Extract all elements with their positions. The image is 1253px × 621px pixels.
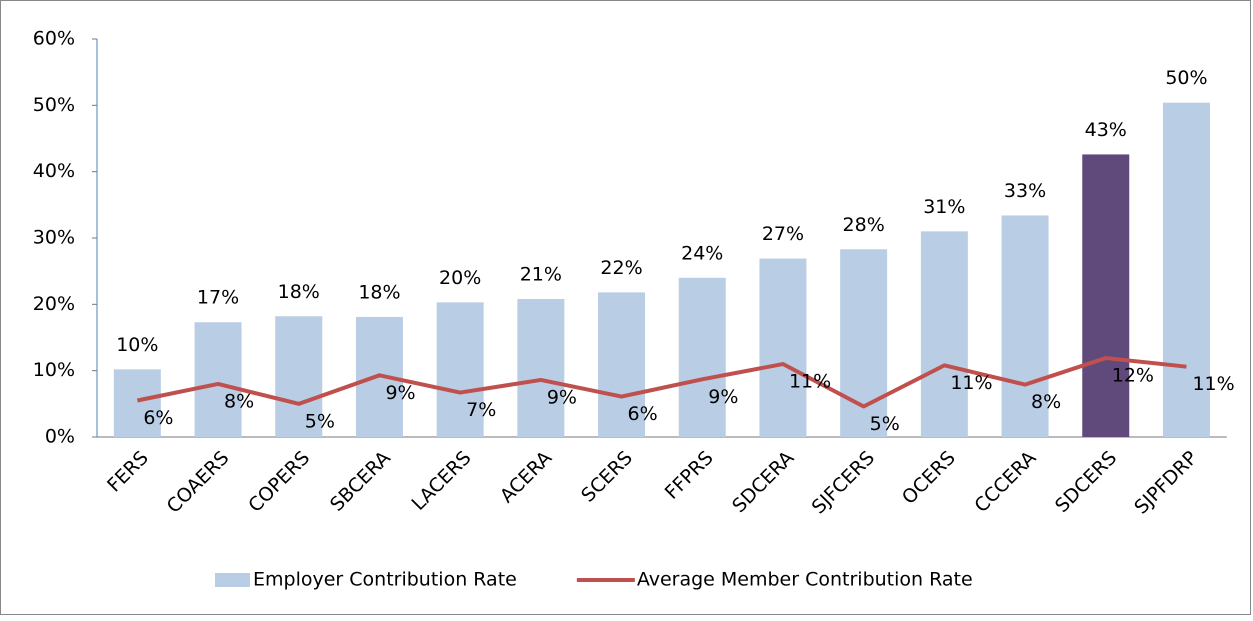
- line-value-label: 12%: [1112, 365, 1154, 387]
- bar-value-label: 33%: [1004, 180, 1046, 202]
- line-value-label: 8%: [1031, 391, 1061, 413]
- legend-swatch: [215, 573, 250, 587]
- line-value-label: 5%: [305, 410, 335, 432]
- bar-value-label: 24%: [681, 242, 723, 264]
- line-value-label: 6%: [143, 407, 173, 429]
- line-value-label: 5%: [870, 413, 900, 435]
- y-tick-label: 0%: [45, 426, 75, 448]
- y-tick-label: 50%: [33, 94, 75, 116]
- bar: [840, 249, 888, 437]
- line-value-label: 11%: [789, 371, 831, 393]
- legend-label: Average Member Contribution Rate: [637, 569, 973, 591]
- bar: [275, 316, 323, 437]
- line: [136, 356, 1187, 409]
- bar-value-label: 18%: [278, 281, 320, 303]
- line-value-label: 9%: [385, 382, 415, 404]
- line-value-label: 11%: [950, 372, 992, 394]
- y-tick-label: 20%: [33, 293, 75, 315]
- line-value-label: 8%: [224, 390, 254, 412]
- bar-value-label: 17%: [197, 287, 239, 309]
- bar: [517, 299, 565, 437]
- y-tick-label: 60%: [33, 28, 75, 50]
- bar: [920, 231, 968, 437]
- line-value-label: 11%: [1192, 373, 1234, 395]
- bar-value-label: 31%: [923, 196, 965, 218]
- bar: [678, 277, 726, 437]
- line-value-label: 9%: [547, 386, 577, 408]
- bar: [436, 302, 484, 437]
- bar-value-label: 22%: [600, 257, 642, 279]
- bar: [598, 292, 646, 437]
- line-value-label: 7%: [466, 399, 496, 421]
- line-value-label: 9%: [708, 386, 738, 408]
- bar: [194, 322, 242, 437]
- bar-value-label: 50%: [1165, 67, 1207, 89]
- bar-value-label: 27%: [762, 223, 804, 245]
- bar-value-label: 43%: [1085, 119, 1127, 141]
- y-tick-label: 40%: [33, 160, 75, 182]
- y-tick-label: 30%: [33, 227, 75, 249]
- line-value-label: 6%: [628, 403, 658, 425]
- y-tick-label: 10%: [33, 359, 75, 381]
- bar-value-label: 28%: [843, 214, 885, 236]
- bar: [759, 258, 807, 437]
- bar-value-label: 20%: [439, 267, 481, 289]
- legend-label: Employer Contribution Rate: [253, 569, 517, 591]
- bar: [113, 369, 161, 437]
- bar-value-label: 21%: [520, 264, 562, 286]
- bar: [1082, 154, 1130, 438]
- bar: [1162, 102, 1210, 438]
- bar-value-label: 10%: [116, 334, 158, 356]
- bar: [1001, 215, 1049, 437]
- bar-value-label: 18%: [358, 281, 400, 303]
